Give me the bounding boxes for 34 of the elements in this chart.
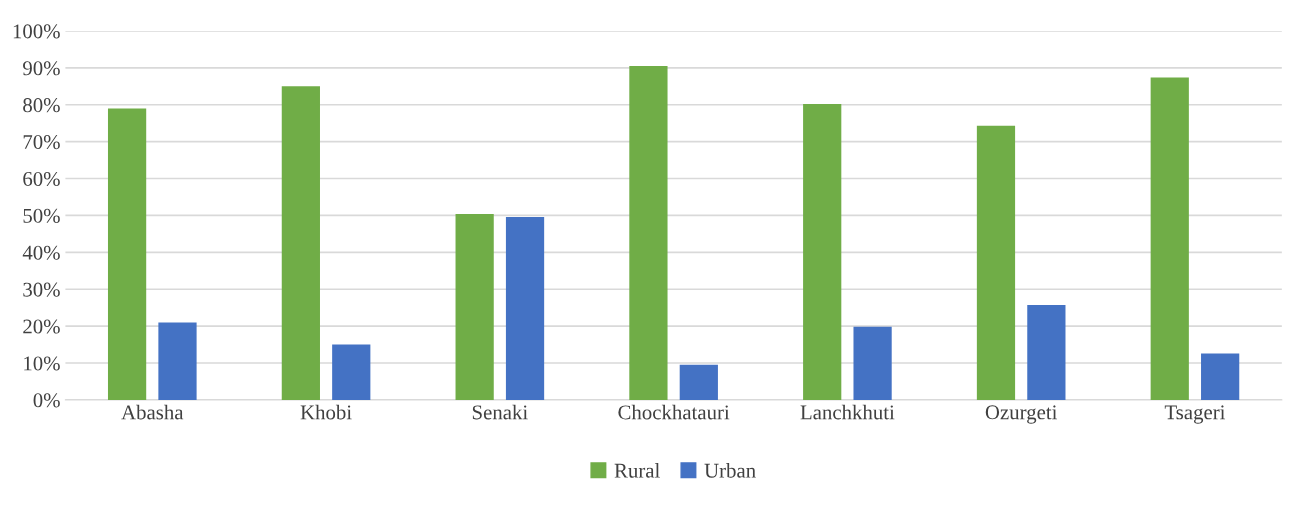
bar (158, 322, 197, 400)
y-tick-label: 60% (23, 171, 60, 187)
bar (853, 326, 892, 400)
y-tick-label: 0% (33, 393, 60, 408)
y-tick-label: 100% (13, 24, 60, 39)
bar (281, 86, 320, 400)
x-tick-label: Senaki (472, 404, 528, 420)
bar (679, 364, 718, 400)
x-tick-label: Khobi (300, 404, 352, 420)
bar (1027, 305, 1066, 400)
bar (976, 125, 1016, 400)
legend-label: Urban (704, 463, 756, 478)
y-tick-label: 30% (23, 282, 60, 297)
y-tick-label: 40% (22, 245, 60, 260)
y-tick-label: 50% (23, 208, 60, 223)
legend-label: Rural (614, 463, 660, 478)
y-tick-label: 10% (24, 356, 60, 371)
bar (1150, 77, 1189, 400)
x-tick-label: Abasha (121, 404, 184, 420)
x-tick-label: Lanchkhuti (800, 404, 895, 420)
y-tick-label: 20% (23, 319, 60, 334)
bar (107, 108, 147, 400)
x-tick-label: Ozurgeti (985, 405, 1058, 424)
bar (1201, 353, 1240, 400)
x-tick-label: Tsageri (1164, 405, 1226, 424)
y-tick-label: 70% (23, 135, 60, 150)
bar (803, 104, 842, 400)
y-tick-label: 90% (23, 61, 60, 76)
bar (455, 213, 494, 400)
bar (332, 344, 371, 400)
bar (505, 216, 545, 400)
x-tick-label: Chockhatauri (618, 404, 730, 420)
bar (629, 66, 668, 400)
y-tick-label: 80% (23, 98, 60, 113)
